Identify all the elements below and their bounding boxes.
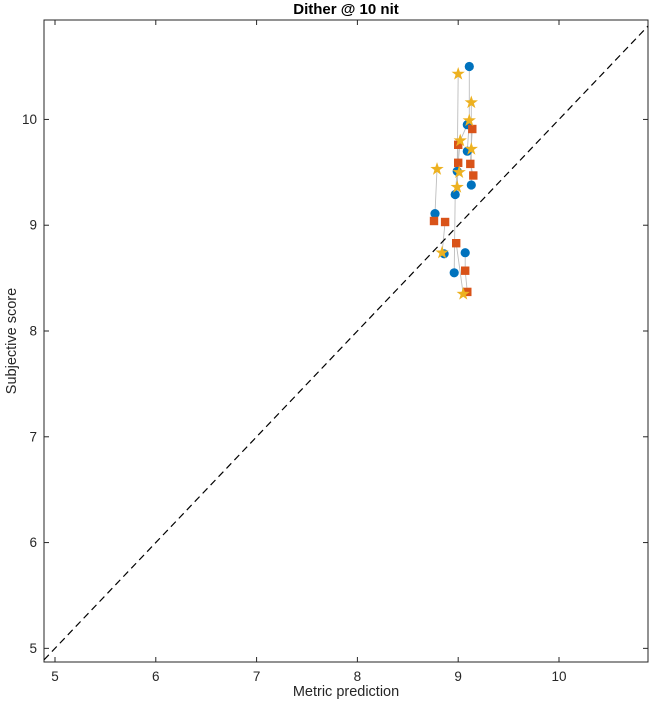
data-point-circle xyxy=(449,268,459,278)
y-tick-label: 8 xyxy=(29,324,37,339)
x-tick-label: 7 xyxy=(253,669,261,684)
axes-box xyxy=(43,19,649,663)
data-point-star xyxy=(464,142,478,155)
data-point-square xyxy=(461,266,470,275)
connector-line xyxy=(453,73,459,273)
chart-title: Dither @ 10 nit xyxy=(293,1,399,18)
data-point-square xyxy=(452,239,461,248)
data-point-square xyxy=(440,217,450,227)
data-point-star xyxy=(450,180,464,193)
data-point-star xyxy=(451,66,465,80)
y-tick-label: 7 xyxy=(29,429,37,444)
data-point-star xyxy=(430,162,444,175)
x-tick-label: 9 xyxy=(454,669,462,684)
y-tick-label: 10 xyxy=(22,112,37,127)
y-tick-label: 5 xyxy=(29,641,37,656)
data-point-circle xyxy=(450,189,460,200)
y-axis-label: Subjective score xyxy=(4,287,20,395)
x-tick-label: 5 xyxy=(51,669,59,684)
data-point-square xyxy=(468,124,477,134)
x-tick-label: 8 xyxy=(354,669,362,684)
x-tick-label: 6 xyxy=(152,669,160,684)
data-point-star xyxy=(435,245,449,259)
data-point-square xyxy=(429,216,439,226)
data-point-star xyxy=(464,95,478,109)
data-point-square xyxy=(454,140,463,149)
y-tick-label: 9 xyxy=(29,218,37,233)
data-point-circle xyxy=(430,209,440,219)
data-point-star xyxy=(453,133,467,147)
data-point-star xyxy=(456,286,470,300)
x-tick-label: 10 xyxy=(551,669,566,684)
connector-line xyxy=(455,243,464,295)
data-point-circle xyxy=(464,61,474,72)
y-tick-label: 6 xyxy=(29,535,37,550)
connector-line xyxy=(466,66,470,152)
data-point-square xyxy=(469,171,478,180)
identity-line xyxy=(43,25,649,661)
data-point-star xyxy=(452,165,466,178)
data-point-circle xyxy=(466,180,476,190)
data-point-star xyxy=(462,113,476,127)
x-axis-label: Metric prediction xyxy=(292,684,400,700)
data-point-circle xyxy=(460,248,470,258)
data-point-square xyxy=(454,158,463,167)
data-point-square xyxy=(466,159,475,169)
